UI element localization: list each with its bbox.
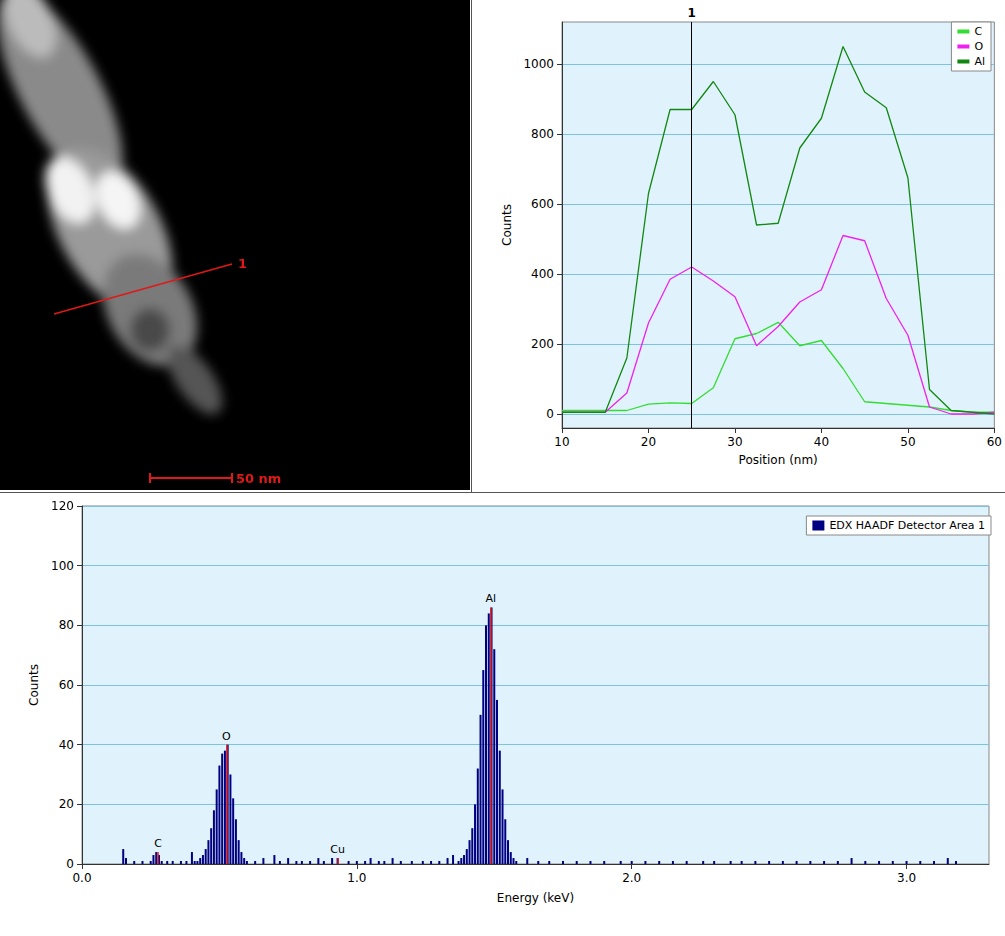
svg-text:2.0: 2.0 [622, 871, 641, 885]
svg-text:400: 400 [531, 267, 554, 281]
svg-text:30: 30 [727, 435, 742, 449]
svg-text:Cu: Cu [330, 843, 345, 856]
svg-text:3.0: 3.0 [897, 871, 916, 885]
svg-text:O: O [974, 40, 983, 53]
svg-text:1: 1 [688, 6, 696, 20]
svg-text:40: 40 [814, 435, 829, 449]
svg-text:10: 10 [554, 435, 569, 449]
svg-text:80: 80 [59, 618, 74, 632]
svg-text:50 nm: 50 nm [236, 471, 281, 486]
svg-text:60: 60 [59, 678, 74, 692]
svg-text:20: 20 [59, 797, 74, 811]
svg-text:Energy (keV): Energy (keV) [497, 891, 574, 905]
svg-text:1000: 1000 [523, 57, 554, 71]
svg-text:O: O [222, 730, 231, 743]
svg-text:1: 1 [238, 256, 247, 271]
svg-text:Counts: Counts [500, 204, 514, 246]
svg-text:Al: Al [974, 55, 985, 68]
svg-text:0.0: 0.0 [72, 871, 91, 885]
svg-text:800: 800 [531, 127, 554, 141]
svg-text:C: C [154, 837, 162, 850]
svg-text:100: 100 [51, 559, 74, 573]
svg-text:50: 50 [900, 435, 915, 449]
svg-text:20: 20 [641, 435, 656, 449]
svg-text:600: 600 [531, 197, 554, 211]
svg-text:40: 40 [59, 738, 74, 752]
svg-text:Al: Al [485, 592, 496, 605]
svg-text:0: 0 [546, 407, 554, 421]
svg-text:Counts: Counts [27, 664, 41, 706]
svg-text:EDX HAADF Detector Area 1: EDX HAADF Detector Area 1 [829, 519, 985, 532]
svg-text:1.0: 1.0 [347, 871, 366, 885]
svg-text:200: 200 [531, 337, 554, 351]
svg-text:60: 60 [987, 435, 1002, 449]
svg-text:C: C [974, 25, 982, 38]
svg-text:120: 120 [51, 499, 74, 513]
svg-text:Position (nm): Position (nm) [739, 453, 818, 467]
svg-text:0: 0 [66, 857, 74, 871]
